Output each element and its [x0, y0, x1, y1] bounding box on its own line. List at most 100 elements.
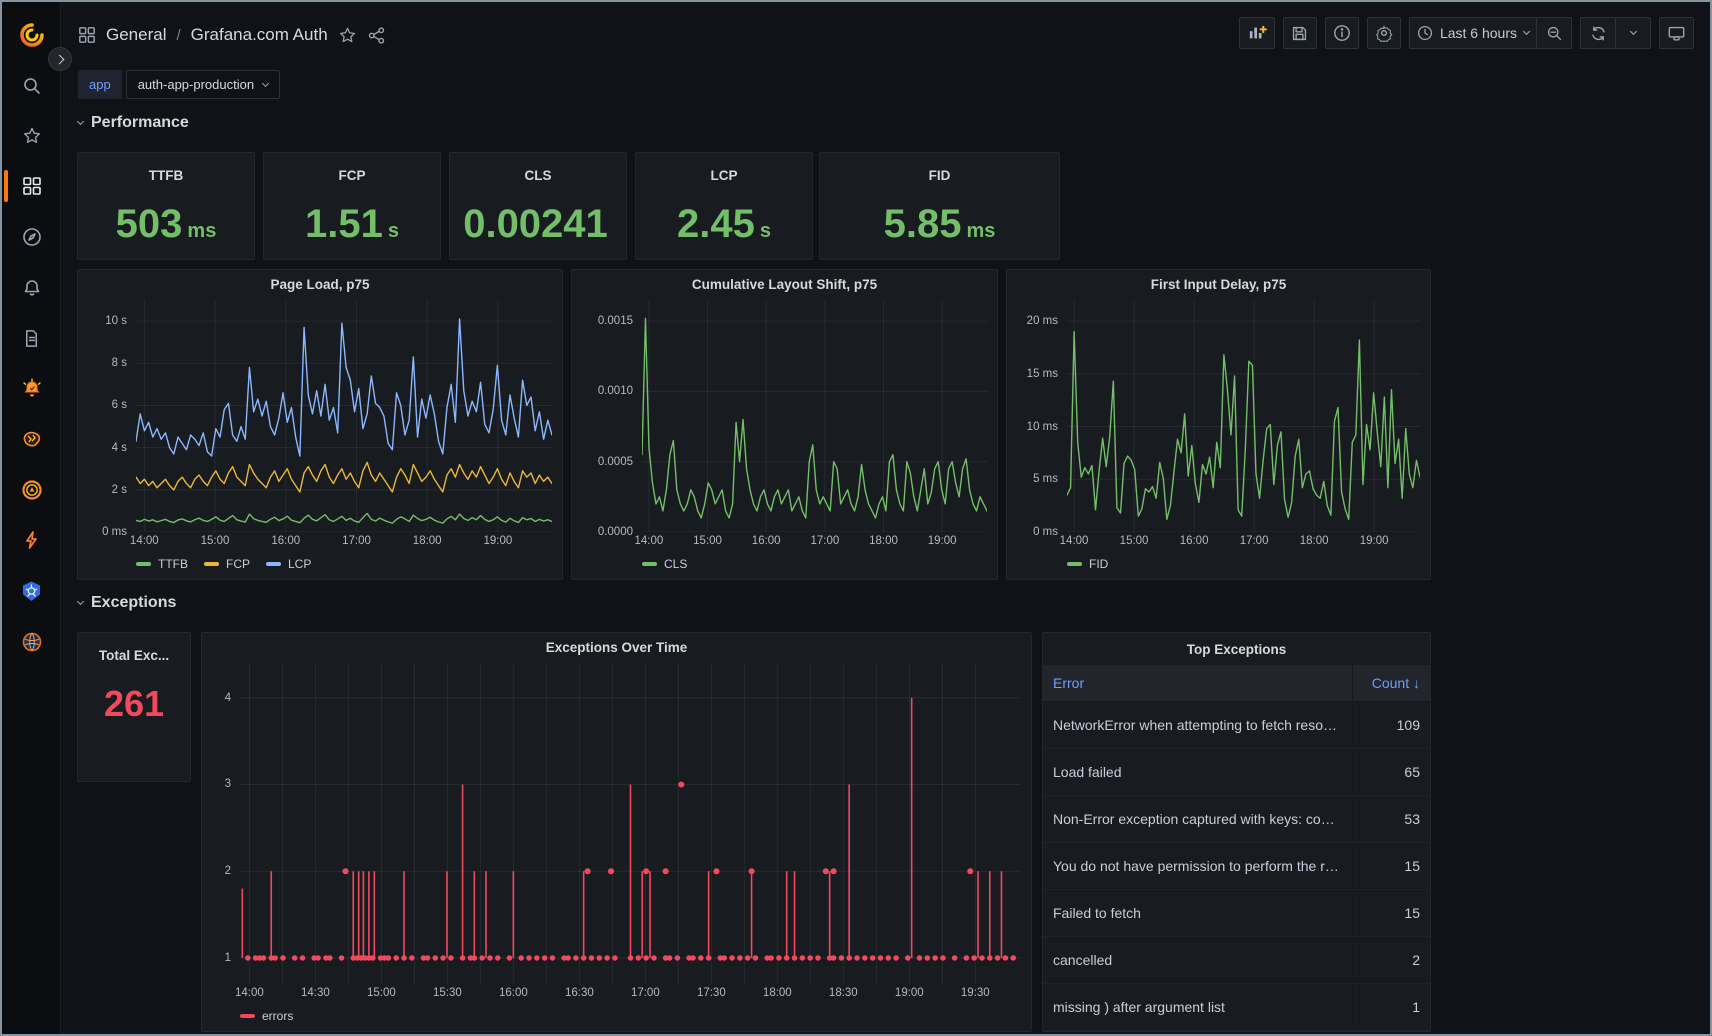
y-tick-label: 1 — [224, 951, 231, 964]
column-header-error[interactable]: Error — [1053, 675, 1085, 691]
page-load-chart[interactable]: 0 ms 2 s 4 s 6 s 8 s 10 s 14:00 15:00 16:00 17:00… — [86, 300, 552, 573]
plot-area[interactable] — [642, 300, 987, 532]
add-panel-button[interactable] — [1238, 17, 1275, 49]
stat-value: 503 ms — [115, 202, 217, 246]
web-globe-icon[interactable] — [2, 622, 61, 662]
search-icon[interactable] — [2, 66, 61, 106]
y-tick-label: 5 ms — [1033, 473, 1058, 486]
legend-swatch-icon — [240, 1014, 255, 1018]
panel-title[interactable]: Page Load, p75 — [270, 276, 370, 292]
panel-title[interactable]: Total Exc... — [98, 647, 170, 663]
exceptions-chart[interactable]: 1 2 3 4 14:00 14:30 15:00 15:30 16:00 16:30 17:00 1… — [210, 663, 1021, 1025]
performance-bolt-icon[interactable] — [2, 520, 61, 560]
oncall-bell-icon[interactable] — [2, 369, 61, 409]
section-exceptions[interactable]: Exceptions — [76, 594, 176, 612]
zoom-out-button[interactable] — [1537, 18, 1571, 48]
variable-label: app — [78, 70, 122, 99]
panel-title[interactable]: LCP — [710, 167, 738, 183]
legend-swatch-icon — [1067, 562, 1082, 566]
table-body: NetworkError when attempting to fetch re… — [1043, 702, 1430, 1031]
dashboard-settings-button[interactable] — [1366, 17, 1401, 49]
incident-icon[interactable] — [2, 470, 61, 510]
legend-item[interactable]: FID — [1067, 557, 1108, 571]
x-tick-label: 15:00 — [366, 987, 396, 999]
x-tick-label: 18:00 — [869, 535, 898, 547]
panel-title[interactable]: Cumulative Layout Shift, p75 — [691, 276, 878, 292]
grafana-logo-icon[interactable] — [2, 15, 61, 55]
legend-swatch-icon — [266, 562, 281, 566]
dashboard-info-button[interactable] — [1324, 17, 1359, 49]
panel-title[interactable]: First Input Delay, p75 — [1150, 276, 1287, 292]
table-row: Failed to fetch 15 — [1043, 890, 1430, 937]
legend-label: TTFB — [158, 557, 188, 571]
panel-title[interactable]: TTFB — [148, 167, 184, 183]
starred-icon[interactable] — [2, 116, 61, 156]
panel-title[interactable]: Top Exceptions — [1186, 641, 1287, 657]
legend-item[interactable]: FCP — [204, 557, 250, 571]
dashboard-grid-icon — [79, 27, 95, 43]
table-row: Non-Error exception captured with keys: … — [1043, 796, 1430, 843]
breadcrumb-section[interactable]: General — [106, 25, 167, 44]
legend-swatch-icon — [136, 562, 151, 566]
legend: FID — [1067, 551, 1420, 573]
tv-mode-button[interactable] — [1659, 17, 1694, 49]
panel-stat-fid: FID 5.85 ms — [819, 152, 1060, 260]
refresh-interval-dropdown[interactable] — [1616, 18, 1650, 48]
column-header-count[interactable]: Count ↓ — [1352, 665, 1430, 701]
time-range-button[interactable]: Last 6 hours — [1410, 18, 1536, 48]
time-picker-group: Last 6 hours — [1408, 17, 1572, 49]
dashboard-title[interactable]: Grafana.com Auth — [190, 25, 328, 44]
document-icon[interactable] — [2, 318, 61, 358]
x-tick-label: 14:00 — [234, 987, 264, 999]
cell-error: You do not have permission to perform th… — [1053, 858, 1352, 874]
x-tick-label: 17:00 — [1239, 535, 1269, 547]
save-dashboard-button[interactable] — [1282, 17, 1317, 49]
legend-item[interactable]: LCP — [266, 557, 311, 571]
plot-area[interactable] — [136, 300, 552, 532]
share-icon[interactable] — [367, 26, 386, 45]
cls-chart[interactable]: 0.0000 0.0005 0.0010 0.0015 14:00 15:00 16:00 1… — [580, 300, 987, 573]
alerting-bell-icon[interactable] — [2, 268, 61, 308]
clock-icon — [1417, 25, 1432, 41]
dashboards-icon-active[interactable] — [2, 166, 61, 206]
y-axis: 1 2 3 4 — [210, 663, 240, 984]
refresh-button[interactable] — [1581, 18, 1615, 48]
kubernetes-icon[interactable] — [2, 571, 61, 611]
fid-chart[interactable]: 0 ms 5 ms 10 ms 15 ms 20 ms 14:00 15:00 16:00 17… — [1015, 300, 1420, 573]
legend-swatch-icon — [204, 562, 219, 566]
legend-item[interactable]: errors — [240, 1009, 293, 1023]
x-tick-label: 16:30 — [564, 987, 594, 999]
x-tick-label: 17:30 — [696, 987, 726, 999]
section-performance[interactable]: Performance — [76, 114, 189, 132]
variable-value: auth-app-production — [137, 77, 255, 92]
cell-error: Non-Error exception captured with keys: … — [1053, 811, 1352, 827]
variable-value-dropdown[interactable]: auth-app-production — [125, 70, 281, 99]
plot-area[interactable] — [1067, 300, 1420, 532]
plot-area[interactable] — [240, 663, 1021, 984]
legend-swatch-icon — [642, 562, 657, 566]
legend-item[interactable]: CLS — [642, 557, 687, 571]
legend-item[interactable]: TTFB — [136, 557, 188, 571]
table-row: missing ) after argument list 1 — [1043, 984, 1430, 1031]
panel-title[interactable]: FCP — [338, 167, 366, 183]
y-axis: 0 ms 2 s 4 s 6 s 8 s 10 s — [86, 300, 136, 538]
stat-value: 2.45 s — [677, 202, 771, 246]
machine-learning-icon[interactable] — [2, 419, 61, 459]
x-tick-label: 15:00 — [200, 535, 230, 547]
star-favorite-icon[interactable] — [338, 26, 357, 45]
panel-title[interactable]: CLS — [524, 167, 552, 183]
cell-error: NetworkError when attempting to fetch re… — [1053, 717, 1352, 733]
cell-error: missing ) after argument list — [1053, 999, 1225, 1015]
panel-title[interactable]: FID — [928, 167, 951, 183]
x-tick-label: 15:30 — [432, 987, 462, 999]
panel-page-load: Page Load, p75 0 ms 2 s 4 s 6 s 8 s 10 s 14:00… — [77, 269, 563, 580]
sidebar-expand-button[interactable] — [48, 47, 72, 71]
x-tick-label: 17:00 — [810, 535, 840, 547]
x-tick-label: 14:30 — [300, 987, 330, 999]
panel-stat-cls: CLS 0.00241 — [449, 152, 627, 260]
stat-value: 1.51 s — [305, 202, 399, 246]
panel-title[interactable]: Exceptions Over Time — [545, 639, 688, 655]
cell-count: 65 — [1352, 749, 1430, 795]
table-header-row: Error Count ↓ — [1043, 665, 1430, 702]
explore-compass-icon[interactable] — [2, 217, 61, 257]
